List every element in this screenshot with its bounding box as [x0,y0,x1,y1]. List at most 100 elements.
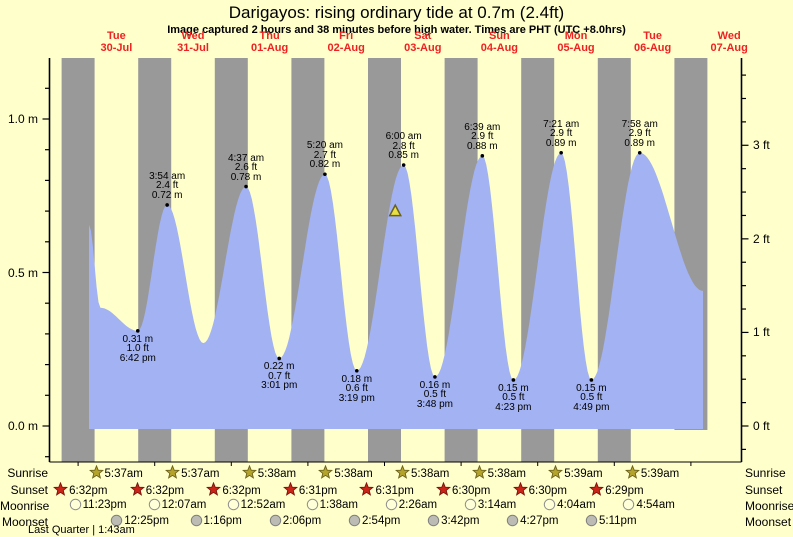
moonset-row-label-right: Moonset [745,514,792,529]
moonrise-time: 11:23pm [82,498,127,511]
moonrise-entry: 1:38am [306,498,358,513]
annotation-line: 0.18 m [341,373,373,385]
day-label: Thu 01-Aug [232,30,308,54]
annotation-line: 0.22 m [263,361,295,373]
moonset-time: 4:27pm [520,514,559,527]
annotation-line: 7:21 am [543,118,580,130]
sunset-time: 6:30pm [528,484,567,497]
high-tide-annotation: 5:20 am 2.7 ft 0.82 m [307,141,343,170]
day-date: 30-Jul [100,42,133,54]
y-axis-left-label: 0.0 m [7,419,38,433]
annotation-line: 2.9 ft [550,128,573,140]
y-axis-right-label: 1 ft [753,325,770,340]
day-date: 04-Aug [480,42,519,54]
moonset-entry: 1:16pm [190,514,242,529]
annotation-line: 0.5 ft [580,392,603,404]
moonset-time: 3:42pm [441,514,480,527]
annotation-line: 3:19 pm [338,392,375,404]
moonrise-circle-icon [622,498,636,511]
sunrise-entry: 5:37am [165,464,219,480]
sunrise-star-icon [394,464,411,480]
moonrise-entry: 2:26am [385,498,437,513]
annotation-line: 0.82 m [309,159,341,171]
sunset-entry: 6:29pm [589,481,644,497]
moonrise-row-label-left: Moonrise [0,498,50,513]
annotation-line: 0.5 ft [423,389,447,401]
day-weekday: Wed [717,30,741,42]
annotation-line: 5:20 am [306,140,343,152]
day-date: 03-Aug [404,42,442,54]
annotation-line: 2.8 ft [392,140,415,152]
moonrise-time: 2:26am [398,498,438,511]
annotation-line: 3:48 pm [416,398,453,410]
sunrise-time: 5:38am [334,468,373,480]
high-tide-annotation: 3:54 am 2.4 ft 0.72 m [149,172,185,201]
sunrise-star-icon [165,464,181,480]
sunset-star-icon [359,481,375,497]
annotation-line: 0.7 ft [268,370,291,382]
sunset-entry: 6:32pm [129,481,184,497]
annotation-line: 2.7 ft [313,149,337,161]
day-weekday: Thu [259,30,280,42]
day-weekday: Sun [489,30,510,42]
high-tide-dot [165,203,169,207]
moonset-time: 5:11pm [599,514,637,527]
sunset-time: 6:29pm [605,484,644,497]
y-axis-right-label: 0 ft [753,419,770,433]
high-tide-dot [637,150,642,155]
annotation-line: 3:54 am [149,170,186,182]
day-label: Tue 30-Jul [78,30,154,54]
sunset-star-icon [589,481,605,497]
high-tide-dot [244,184,248,189]
sunset-time: 6:32pm [222,484,261,497]
annotation-line: 0.85 m [388,150,419,162]
moonrise-entry: 4:04am [543,498,596,513]
sunset-entry: 6:30pm [512,481,567,497]
moonrise-time: 3:14am [477,498,517,511]
day-weekday: Sat [414,30,432,42]
moonrise-time: 1:38am [319,498,358,511]
sunrise-time: 5:39am [640,468,680,480]
sunset-star-icon [129,481,146,497]
sunrise-time: 5:37am [104,468,143,480]
sunset-time: 6:32pm [69,484,108,497]
y-axis-left-label: 1.0 m [7,112,38,126]
sunrise-entry: 5:38am [394,464,450,480]
moonset-time: 1:16pm [203,514,242,527]
annotation-line: 2.9 ft [471,131,494,143]
low-tide-annotation: 0.15 m 0.5 ft 4:49 pm [573,384,609,413]
moonset-circle-icon [110,514,124,527]
moonset-entry: 12:25pm [110,514,169,529]
day-date: 06-Aug [633,42,672,54]
capture-note: Image captured 2 hours and 38 minutes be… [167,24,626,36]
annotation-line: 1.0 ft [126,343,149,355]
annotation-line: 2.4 ft [156,180,179,192]
sunset-star-icon [436,481,452,497]
annotation-line: 0.89 m [545,137,577,149]
sunrise-star-icon [318,464,334,480]
day-weekday: Fri [339,30,354,42]
sunrise-row-label-left: Sunrise [7,466,48,480]
annotation-line: 6:39 am [464,121,501,133]
sunrise-entry: 5:39am [548,464,603,480]
moonset-entry: 2:54pm [348,514,400,529]
annotation-line: 6:42 pm [119,352,156,364]
low-tide-dot [277,356,282,361]
sunrise-time: 5:38am [410,468,450,480]
moonrise-circle-icon [385,498,399,511]
moonset-entry: 2:06pm [269,514,321,529]
tide-curve-area [89,152,703,430]
high-tide-annotation: 7:21 am 2.9 ft 0.89 m [543,120,579,149]
y-axis-right-label: 3 ft [753,138,770,153]
annotation-line: 0.88 m [467,140,498,152]
sunrise-time: 5:38am [257,468,297,480]
high-tide-dot [401,163,406,167]
sunset-star-icon [282,481,299,497]
moonrise-time: 12:07am [161,498,207,511]
low-tide-dot [511,378,516,382]
day-date: 01-Aug [250,42,289,54]
high-tide-annotation: 7:58 am 2.9 ft 0.89 m [622,120,658,149]
moonset-circle-icon [348,514,362,527]
moonrise-time: 12:52am [240,498,286,511]
